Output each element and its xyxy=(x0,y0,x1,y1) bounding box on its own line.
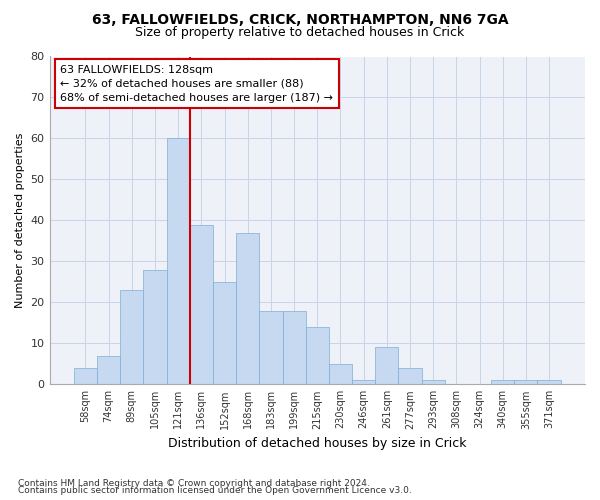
Text: 63 FALLOWFIELDS: 128sqm
← 32% of detached houses are smaller (88)
68% of semi-de: 63 FALLOWFIELDS: 128sqm ← 32% of detache… xyxy=(60,64,333,102)
Bar xyxy=(538,380,560,384)
Bar xyxy=(305,327,329,384)
X-axis label: Distribution of detached houses by size in Crick: Distribution of detached houses by size … xyxy=(168,437,467,450)
Bar xyxy=(143,270,167,384)
Bar xyxy=(190,224,213,384)
Bar xyxy=(120,290,143,384)
Bar xyxy=(398,368,422,384)
Bar xyxy=(74,368,97,384)
Bar xyxy=(97,356,120,384)
Bar xyxy=(167,138,190,384)
Text: Size of property relative to detached houses in Crick: Size of property relative to detached ho… xyxy=(136,26,464,39)
Bar xyxy=(236,232,259,384)
Text: 63, FALLOWFIELDS, CRICK, NORTHAMPTON, NN6 7GA: 63, FALLOWFIELDS, CRICK, NORTHAMPTON, NN… xyxy=(92,12,508,26)
Text: Contains public sector information licensed under the Open Government Licence v3: Contains public sector information licen… xyxy=(18,486,412,495)
Bar xyxy=(514,380,538,384)
Y-axis label: Number of detached properties: Number of detached properties xyxy=(15,132,25,308)
Bar xyxy=(352,380,375,384)
Text: Contains HM Land Registry data © Crown copyright and database right 2024.: Contains HM Land Registry data © Crown c… xyxy=(18,478,370,488)
Bar xyxy=(375,348,398,385)
Bar xyxy=(213,282,236,384)
Bar xyxy=(329,364,352,384)
Bar xyxy=(259,310,283,384)
Bar xyxy=(422,380,445,384)
Bar xyxy=(283,310,305,384)
Bar xyxy=(491,380,514,384)
